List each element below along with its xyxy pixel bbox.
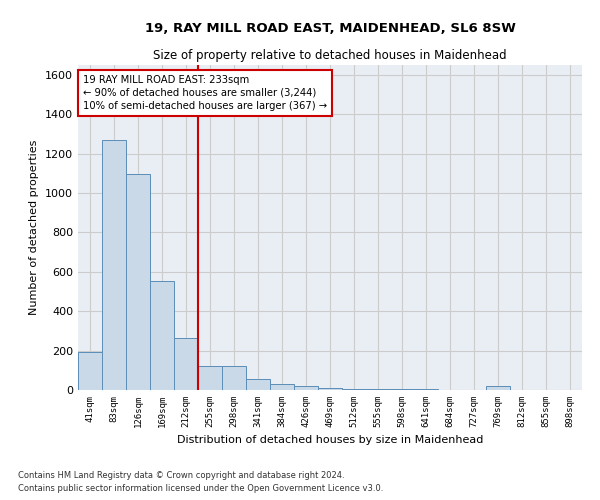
Bar xyxy=(246,379,270,390)
Bar xyxy=(294,386,318,390)
Bar xyxy=(486,386,510,390)
Text: Contains public sector information licensed under the Open Government Licence v3: Contains public sector information licen… xyxy=(18,484,383,493)
Bar xyxy=(126,174,150,390)
Text: Contains HM Land Registry data © Crown copyright and database right 2024.: Contains HM Land Registry data © Crown c… xyxy=(18,470,344,480)
Bar xyxy=(222,366,246,390)
Bar xyxy=(150,280,174,390)
Bar xyxy=(270,384,294,390)
Bar xyxy=(198,366,222,390)
Text: 19 RAY MILL ROAD EAST: 233sqm
← 90% of detached houses are smaller (3,244)
10% o: 19 RAY MILL ROAD EAST: 233sqm ← 90% of d… xyxy=(83,74,327,111)
Bar xyxy=(414,389,438,390)
Bar xyxy=(342,389,366,390)
Bar xyxy=(318,388,342,390)
Y-axis label: Number of detached properties: Number of detached properties xyxy=(29,140,40,315)
Bar xyxy=(102,140,126,390)
Bar xyxy=(366,389,390,390)
Title: Size of property relative to detached houses in Maidenhead: Size of property relative to detached ho… xyxy=(153,50,507,62)
Bar xyxy=(390,389,414,390)
Bar xyxy=(78,352,102,390)
X-axis label: Distribution of detached houses by size in Maidenhead: Distribution of detached houses by size … xyxy=(177,436,483,446)
Bar xyxy=(174,338,198,390)
Text: 19, RAY MILL ROAD EAST, MAIDENHEAD, SL6 8SW: 19, RAY MILL ROAD EAST, MAIDENHEAD, SL6 … xyxy=(145,22,515,36)
